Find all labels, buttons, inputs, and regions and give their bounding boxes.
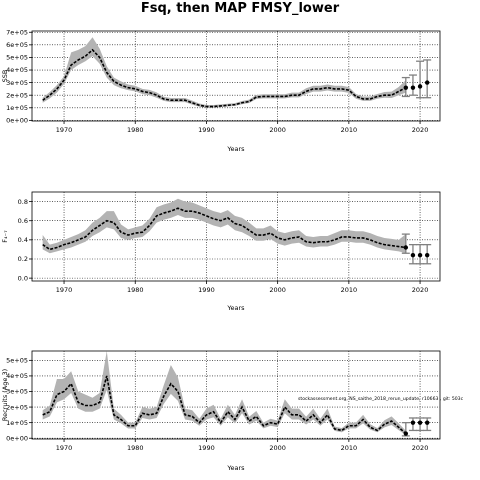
x-tick-label: 1980 bbox=[127, 126, 144, 134]
x-tick-label: 1980 bbox=[127, 286, 144, 294]
footnote: stockassessment.org, NS_saithe_2018_reru… bbox=[298, 396, 464, 402]
projection-point bbox=[410, 420, 416, 425]
figure-title: Fsq, then MAP FMSY_lower bbox=[141, 1, 340, 16]
y-tick-label: 0.0 bbox=[18, 274, 28, 282]
projection-point bbox=[424, 252, 430, 258]
y-tick-label: 3e+05 bbox=[6, 79, 28, 87]
y-tick-label: 2e+05 bbox=[6, 403, 28, 411]
x-tick-label: 1990 bbox=[198, 444, 215, 452]
x-tick-label: 2000 bbox=[269, 444, 286, 452]
chart-panels: 1970 1980 1990 2000 2010 2020 0e+00 1e+05 2e+05 3… bbox=[1, 28, 464, 472]
y-tick-label: 1e+05 bbox=[6, 104, 28, 112]
x-tick-label: 2020 bbox=[412, 444, 429, 452]
x-tick-label: 1990 bbox=[198, 286, 215, 294]
confidence-band bbox=[42, 351, 406, 436]
projection-point bbox=[424, 80, 430, 85]
axes-frame bbox=[31, 30, 441, 122]
x-tick-label: 2010 bbox=[341, 126, 358, 134]
x-tick-label: 2000 bbox=[269, 126, 286, 134]
y-tick-label: 0.4 bbox=[18, 236, 28, 244]
y-tick-label: 5e+05 bbox=[6, 357, 28, 365]
y-axis-label: Recruits (Age 3) bbox=[1, 369, 9, 421]
estimate-line bbox=[42, 375, 407, 435]
y-tick-label: 1e+05 bbox=[6, 419, 28, 427]
projection-point bbox=[403, 245, 409, 250]
projection-point bbox=[403, 431, 409, 436]
y-axis-label: F₄₋₇ bbox=[1, 230, 9, 243]
y-tick-label: 0.2 bbox=[18, 255, 28, 263]
y-tick-label: 5e+05 bbox=[6, 54, 28, 62]
panel-2: 1970 1980 1990 2000 2010 2020 0.0 0.2 0.4 0.6 0.8 Y… bbox=[1, 191, 441, 312]
x-tick-label: 2010 bbox=[341, 444, 358, 452]
x-axis-label: Years bbox=[226, 304, 245, 312]
x-axis-label: Years bbox=[226, 464, 245, 472]
y-tick-label: 0.6 bbox=[18, 217, 28, 225]
y-tick-label: 4e+05 bbox=[6, 66, 28, 74]
panel-3: 1970 1980 1990 2000 2010 2020 0e+00 1e+05 2e+05 3… bbox=[1, 350, 441, 472]
x-tick-label: 1970 bbox=[56, 126, 73, 134]
projection-point bbox=[410, 252, 416, 258]
y-tick-label: 0.8 bbox=[18, 198, 28, 206]
x-tick-label: 2010 bbox=[341, 286, 358, 294]
axes-frame bbox=[31, 191, 441, 282]
y-tick-label: 3e+05 bbox=[6, 388, 28, 396]
y-tick-label: 4e+05 bbox=[6, 372, 28, 380]
estimate-line bbox=[42, 207, 406, 251]
projection-point bbox=[417, 84, 423, 89]
projection-point bbox=[417, 420, 423, 425]
x-tick-label: 2020 bbox=[412, 286, 429, 294]
projection-point bbox=[417, 252, 423, 258]
y-tick-label: 0e+00 bbox=[6, 434, 28, 442]
x-tick-label: 1970 bbox=[56, 286, 73, 294]
x-tick-label: 2000 bbox=[269, 286, 286, 294]
projection-point bbox=[403, 85, 409, 90]
estimate-line bbox=[42, 48, 407, 108]
confidence-band bbox=[42, 198, 406, 254]
confidence-band bbox=[42, 37, 406, 108]
x-tick-label: 2020 bbox=[412, 126, 429, 134]
y-tick-label: 0e+00 bbox=[6, 117, 28, 125]
y-axis-label: SSB bbox=[1, 70, 9, 83]
y-tick-label: 7e+05 bbox=[6, 28, 28, 36]
panel-1: 1970 1980 1990 2000 2010 2020 0e+00 1e+05 2e+05 3… bbox=[1, 28, 441, 153]
projection-point bbox=[410, 85, 416, 90]
y-tick-label: 6e+05 bbox=[6, 41, 28, 49]
x-tick-label: 1990 bbox=[198, 126, 215, 134]
x-tick-label: 1970 bbox=[56, 444, 73, 452]
projection-point bbox=[424, 420, 430, 425]
y-tick-label: 2e+05 bbox=[6, 91, 28, 99]
x-axis-label: Years bbox=[226, 145, 245, 153]
axes-frame bbox=[31, 350, 441, 440]
x-tick-label: 1980 bbox=[127, 444, 144, 452]
